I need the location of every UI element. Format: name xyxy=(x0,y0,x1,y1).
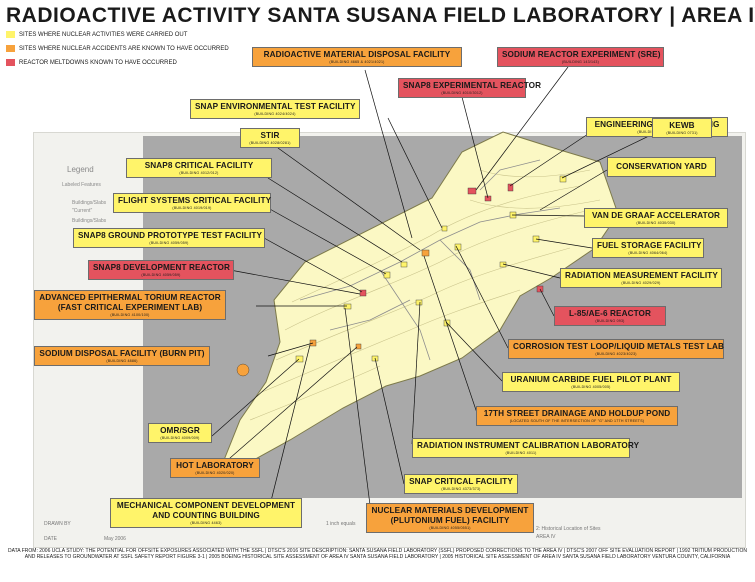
label-mechanical-component: MECHANICAL COMPONENT DEVELOPMENT AND COUN… xyxy=(110,498,302,528)
label-van-de-graaf: VAN DE GRAAF ACCELERATOR (BUILDING 4030/0… xyxy=(584,208,728,228)
scale-text: 1 inch equals xyxy=(326,521,356,527)
label-stir: STIR (BUILDING 4028/0281) xyxy=(240,128,300,148)
topo-contours xyxy=(249,169,601,421)
label-fuel-storage: FUEL STORAGE FACILITY (BUILDING 4064/064) xyxy=(592,238,704,258)
label-nuclear-materials: NUCLEAR MATERIALS DEVELOPMENT (PLUTONIUM … xyxy=(366,503,534,533)
map-title: RADIOACTIVE ACTIVITY SANTA SUSANA FIELD … xyxy=(6,4,755,27)
roads xyxy=(299,159,561,361)
label-sre: SODIUM REACTOR EXPERIMENT (SRE) (BUILDING… xyxy=(497,47,664,67)
legend-orange-swatch xyxy=(6,45,15,52)
label-uranium-carbide: URANIUM CARBIDE FUEL PILOT PLANT (BUILDIN… xyxy=(502,372,680,392)
legend-meltdown: REACTOR MELTDOWNS KNOWN TO HAVE OCCURRED xyxy=(6,59,177,67)
date-value: May 2006 xyxy=(104,536,126,542)
legend-red-swatch xyxy=(6,59,15,66)
label-snap8-development: SNAP8 DEVELOPMENT REACTOR (BUILDING 4059/… xyxy=(88,260,234,280)
label-snap8-ground: SNAP8 GROUND PROTOTYPE TEST FACILITY (BUI… xyxy=(73,228,265,248)
map-legend-buildings: Buildings/Slabs xyxy=(72,200,107,206)
label-radiation-measurement: RADIATION MEASUREMENT FACILITY (BUILDING … xyxy=(560,268,722,288)
label-l85-reactor: L-85/AE-6 REACTOR (BUILDING 093) xyxy=(554,306,666,326)
label-sodium-disposal: SODIUM DISPOSAL FACILITY (BURN PIT) (BUIL… xyxy=(34,346,210,366)
date-label: DATE xyxy=(44,536,57,542)
label-snap8-critical: SNAP8 CRITICAL FACILITY (BUILDING 4012/01… xyxy=(126,158,272,178)
label-hot-laboratory: HOT LABORATORY (BUILDING 4020/020) xyxy=(170,458,260,478)
label-radioactive-disposal: RADIOACTIVE MATERIAL DISPOSAL FACILITY (B… xyxy=(252,47,462,67)
label-omr-sgr: OMR/SGR (BUILDING 4009/009) xyxy=(148,423,212,443)
label-conservation-yard: CONSERVATION YARD xyxy=(607,157,716,177)
area-caption: AREA IV xyxy=(536,534,556,540)
label-flight-systems: FLIGHT SYSTEMS CRITICAL FACILITY (BUILDIN… xyxy=(113,193,271,213)
legend-activity: SITES WHERE NUCLEAR ACTIVITIES WERE CARR… xyxy=(6,31,187,39)
leader-lines xyxy=(211,66,654,506)
label-snap-environmental: SNAP ENVIRONMENTAL TEST FACILITY (BUILDIN… xyxy=(190,99,360,119)
figure-caption: 2: Historical Location of Sites xyxy=(536,526,601,532)
label-snap-critical: SNAP CRITICAL FACILITY (BUILDING 4373/373… xyxy=(404,474,518,494)
map-legend-heading: Legend xyxy=(67,165,94,174)
label-kewb: KEWB (BUILDING 0731) xyxy=(652,118,712,138)
legend-accident: SITES WHERE NUCLEAR ACCIDENTS ARE KNOWN … xyxy=(6,45,229,53)
map-legend-sub: Labeled Features xyxy=(62,182,101,188)
drawn-by-label: DRAWN BY xyxy=(44,521,71,527)
legend-yellow-swatch xyxy=(6,31,15,38)
label-17th-street-pond: 17TH STREET DRAINAGE AND HOLDUP POND (LOC… xyxy=(476,406,678,426)
label-radiation-instrument: RADIATION INSTRUMENT CALIBRATION LABORAT… xyxy=(412,438,639,458)
label-aetr: ADVANCED EPITHERMAL TORIUM REACTOR (FAST … xyxy=(34,290,226,320)
label-snap8-experimental: SNAP8 EXPERIMENTAL REACTOR (BUILDING 4010… xyxy=(398,78,541,98)
map-legend-buildings2: Buildings/Slabs xyxy=(72,218,107,224)
label-corrosion-test: CORROSION TEST LOOP/LIQUID METALS TEST L… xyxy=(508,339,724,359)
map-legend-current: "Current" xyxy=(72,208,93,214)
data-sources: DATA FROM: 2006 UCLA STUDY: THE POTENTIA… xyxy=(8,548,747,561)
